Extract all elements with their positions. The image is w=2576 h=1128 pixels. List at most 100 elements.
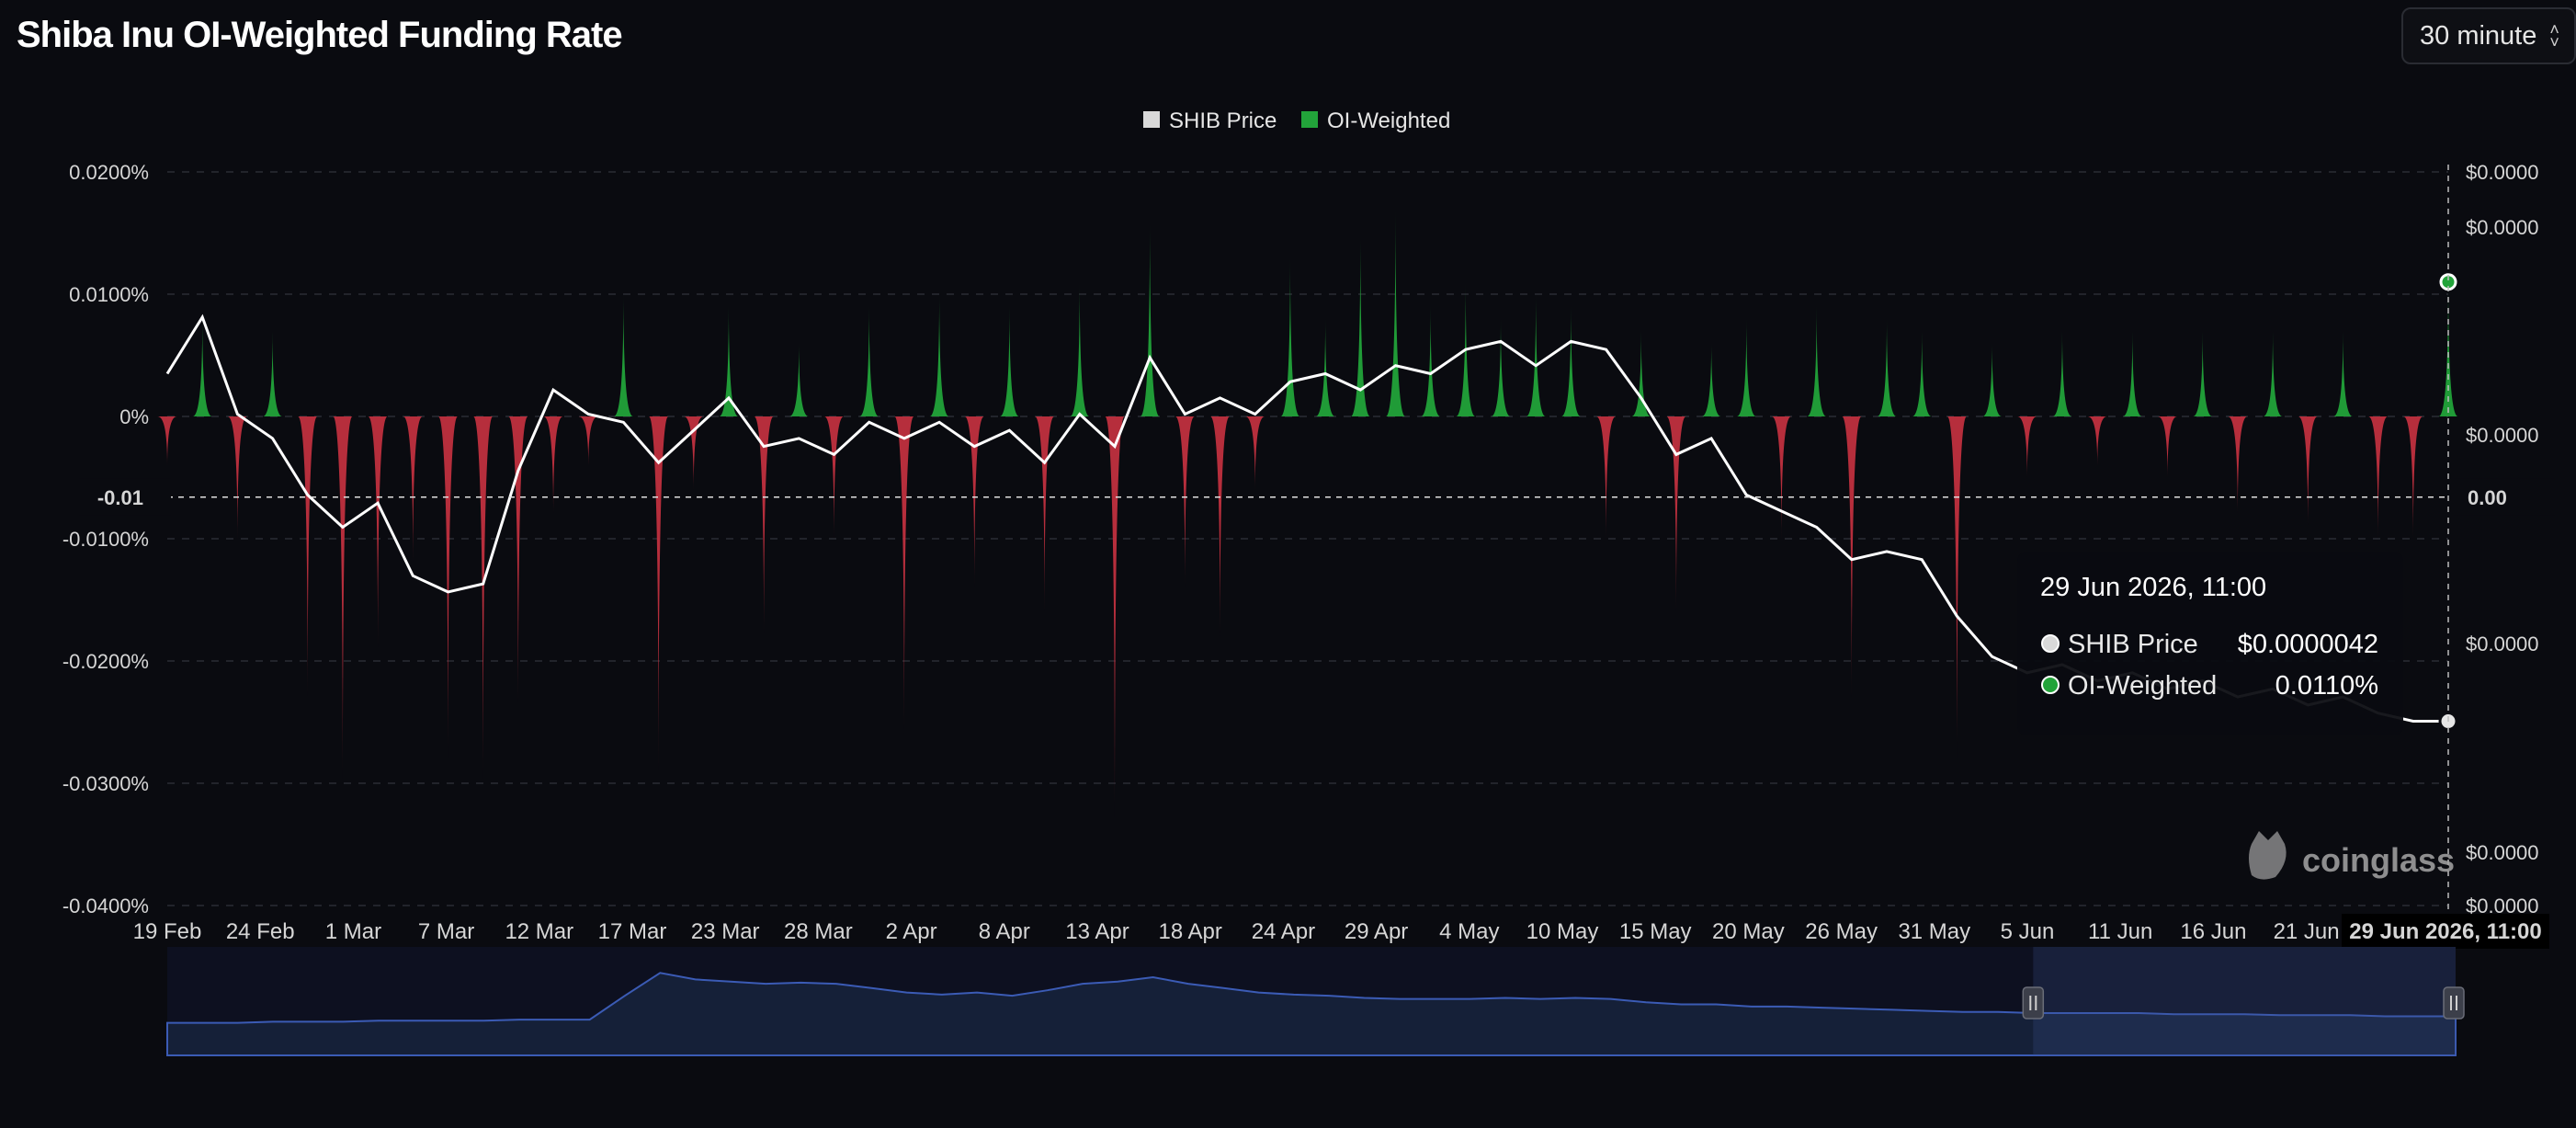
right-tick-label: $0.0000	[2466, 894, 2539, 917]
right-tick-label: $0.0000	[2466, 632, 2539, 655]
funding-spike	[1035, 416, 1055, 612]
funding-spike	[1315, 318, 1335, 416]
interval-select[interactable]: 30 minute ˄ ˅	[2401, 7, 2576, 64]
x-tick-label: 4 May	[1439, 919, 1499, 944]
crosshair: -0.01 0.00 29 Jun 2026, 11:00	[79, 165, 2555, 949]
funding-spike	[157, 416, 177, 466]
right-tick-label: $0.0000	[2466, 161, 2539, 184]
funding-spike	[1736, 318, 1756, 416]
funding-spike	[1946, 416, 1967, 759]
funding-spike	[1245, 416, 1265, 490]
funding-spike	[2298, 416, 2318, 527]
funding-spike	[1350, 233, 1370, 416]
funding-spike	[1701, 343, 1721, 416]
funding-spike	[1421, 306, 1441, 416]
funding-spike	[2193, 330, 2213, 416]
funding-spike	[1912, 330, 1932, 416]
legend[interactable]: SHIB Price OI-Weighted	[1143, 108, 1450, 133]
x-tick-label: 15 May	[1619, 919, 1692, 944]
funding-spike	[613, 294, 633, 416]
funding-spike	[263, 330, 283, 416]
funding-spike	[649, 416, 669, 771]
tooltip-dot-1	[2041, 676, 2060, 694]
y-tick-label: -0.0100%	[62, 528, 149, 551]
funding-spike	[2122, 330, 2142, 416]
funding-spike	[2017, 416, 2037, 478]
x-tick-label: 7 Mar	[418, 919, 474, 944]
funding-spike	[859, 306, 879, 416]
y-axis-left: 0.0200% 0.0100% 0% -0.0100% -0.0200% -0.0300%…	[62, 161, 149, 917]
funding-spike	[1280, 257, 1300, 416]
funding-spike	[2403, 416, 2423, 539]
funding-spike	[333, 416, 353, 783]
x-tick-label: 29 Apr	[1345, 919, 1408, 944]
legend-swatch-0	[1143, 111, 1160, 128]
funding-spike	[578, 416, 598, 466]
funding-spike	[2052, 330, 2072, 416]
x-tick-label: 20 May	[1712, 919, 1785, 944]
tooltip-dot-0	[2041, 634, 2060, 653]
tooltip-panel	[2017, 552, 2403, 735]
navigator-area	[166, 972, 2457, 1056]
x-tick-label: 1 Mar	[325, 919, 381, 944]
x-tick-label: 12 Mar	[505, 919, 573, 944]
x-tick-label: 8 Apr	[979, 919, 1030, 944]
watermark: coinglass	[2249, 831, 2455, 880]
funding-spike	[999, 306, 1019, 416]
funding-spike	[1140, 221, 1160, 416]
x-tick-label: 28 Mar	[784, 919, 853, 944]
y-tick-label: 0.0100%	[69, 283, 149, 306]
funding-spike	[437, 416, 458, 759]
funding-spike	[1385, 208, 1405, 416]
funding-spike	[1807, 306, 1827, 416]
x-tick-label: 17 Mar	[598, 919, 667, 944]
navigator-handle-right[interactable]	[2443, 986, 2465, 1020]
x-tick-label: 5 Jun	[2001, 919, 2055, 944]
tooltip: 29 Jun 2026, 11:00 SHIB Price $0.0000042 OI…	[2017, 552, 2403, 735]
tooltip-row-label-1: OI-Weighted	[2068, 671, 2217, 701]
funding-spike	[192, 318, 212, 416]
legend-label-0: SHIB Price	[1169, 108, 1277, 133]
funding-spike	[1560, 306, 1581, 416]
x-tick-label: 11 Jun	[2088, 919, 2152, 944]
legend-swatch-1	[1301, 111, 1318, 128]
crosshair-right-box	[2454, 478, 2555, 516]
x-tick-label: 19 Feb	[133, 919, 202, 944]
funding-spike	[929, 294, 949, 416]
oi-weighted-area	[157, 208, 2458, 820]
interval-value: 30 minute	[2420, 20, 2537, 51]
funding-spike	[473, 416, 494, 783]
funding-spike	[1210, 416, 1231, 637]
select-caret-icon: ˄ ˅	[2549, 20, 2559, 51]
funding-spike	[1666, 416, 1686, 612]
funding-spike	[1596, 416, 1617, 539]
funding-spike	[2087, 416, 2107, 466]
funding-spike	[2158, 416, 2178, 478]
x-tick-label: 10 May	[1526, 919, 1599, 944]
x-tick-label: 26 May	[1805, 919, 1878, 944]
y-axis-right: $0.0000 $0.0000 $0.0000 $0.0000 $0.0000 $0.00…	[2466, 161, 2539, 917]
funding-spike	[403, 416, 423, 564]
coinglass-logo-icon	[2249, 831, 2287, 880]
x-tick-label: 2 Apr	[886, 919, 937, 944]
crosshair-right-label: 0.00	[2468, 486, 2507, 509]
funding-spike	[2438, 281, 2458, 416]
right-tick-label: $0.0000	[2466, 216, 2539, 239]
navigator-handle-left[interactable]	[2022, 986, 2045, 1020]
y-tick-label: -0.0200%	[62, 650, 149, 673]
tooltip-row-value-0: $0.0000042	[2238, 630, 2378, 659]
funding-spike	[543, 416, 563, 515]
y-tick-label: 0%	[119, 405, 149, 428]
funding-spike	[1491, 318, 1511, 416]
funding-spike	[894, 416, 914, 735]
funding-spike	[964, 416, 984, 588]
navigator[interactable]	[166, 947, 2465, 1056]
funding-spike	[1631, 330, 1651, 416]
tooltip-row-value-1: 0.0110%	[2275, 671, 2378, 701]
funding-spike	[1070, 281, 1090, 416]
crosshair-left-box	[79, 478, 171, 516]
x-tick-label: 21 Jun	[2274, 919, 2340, 944]
funding-spike	[1175, 416, 1195, 588]
funding-spike	[1877, 318, 1897, 416]
